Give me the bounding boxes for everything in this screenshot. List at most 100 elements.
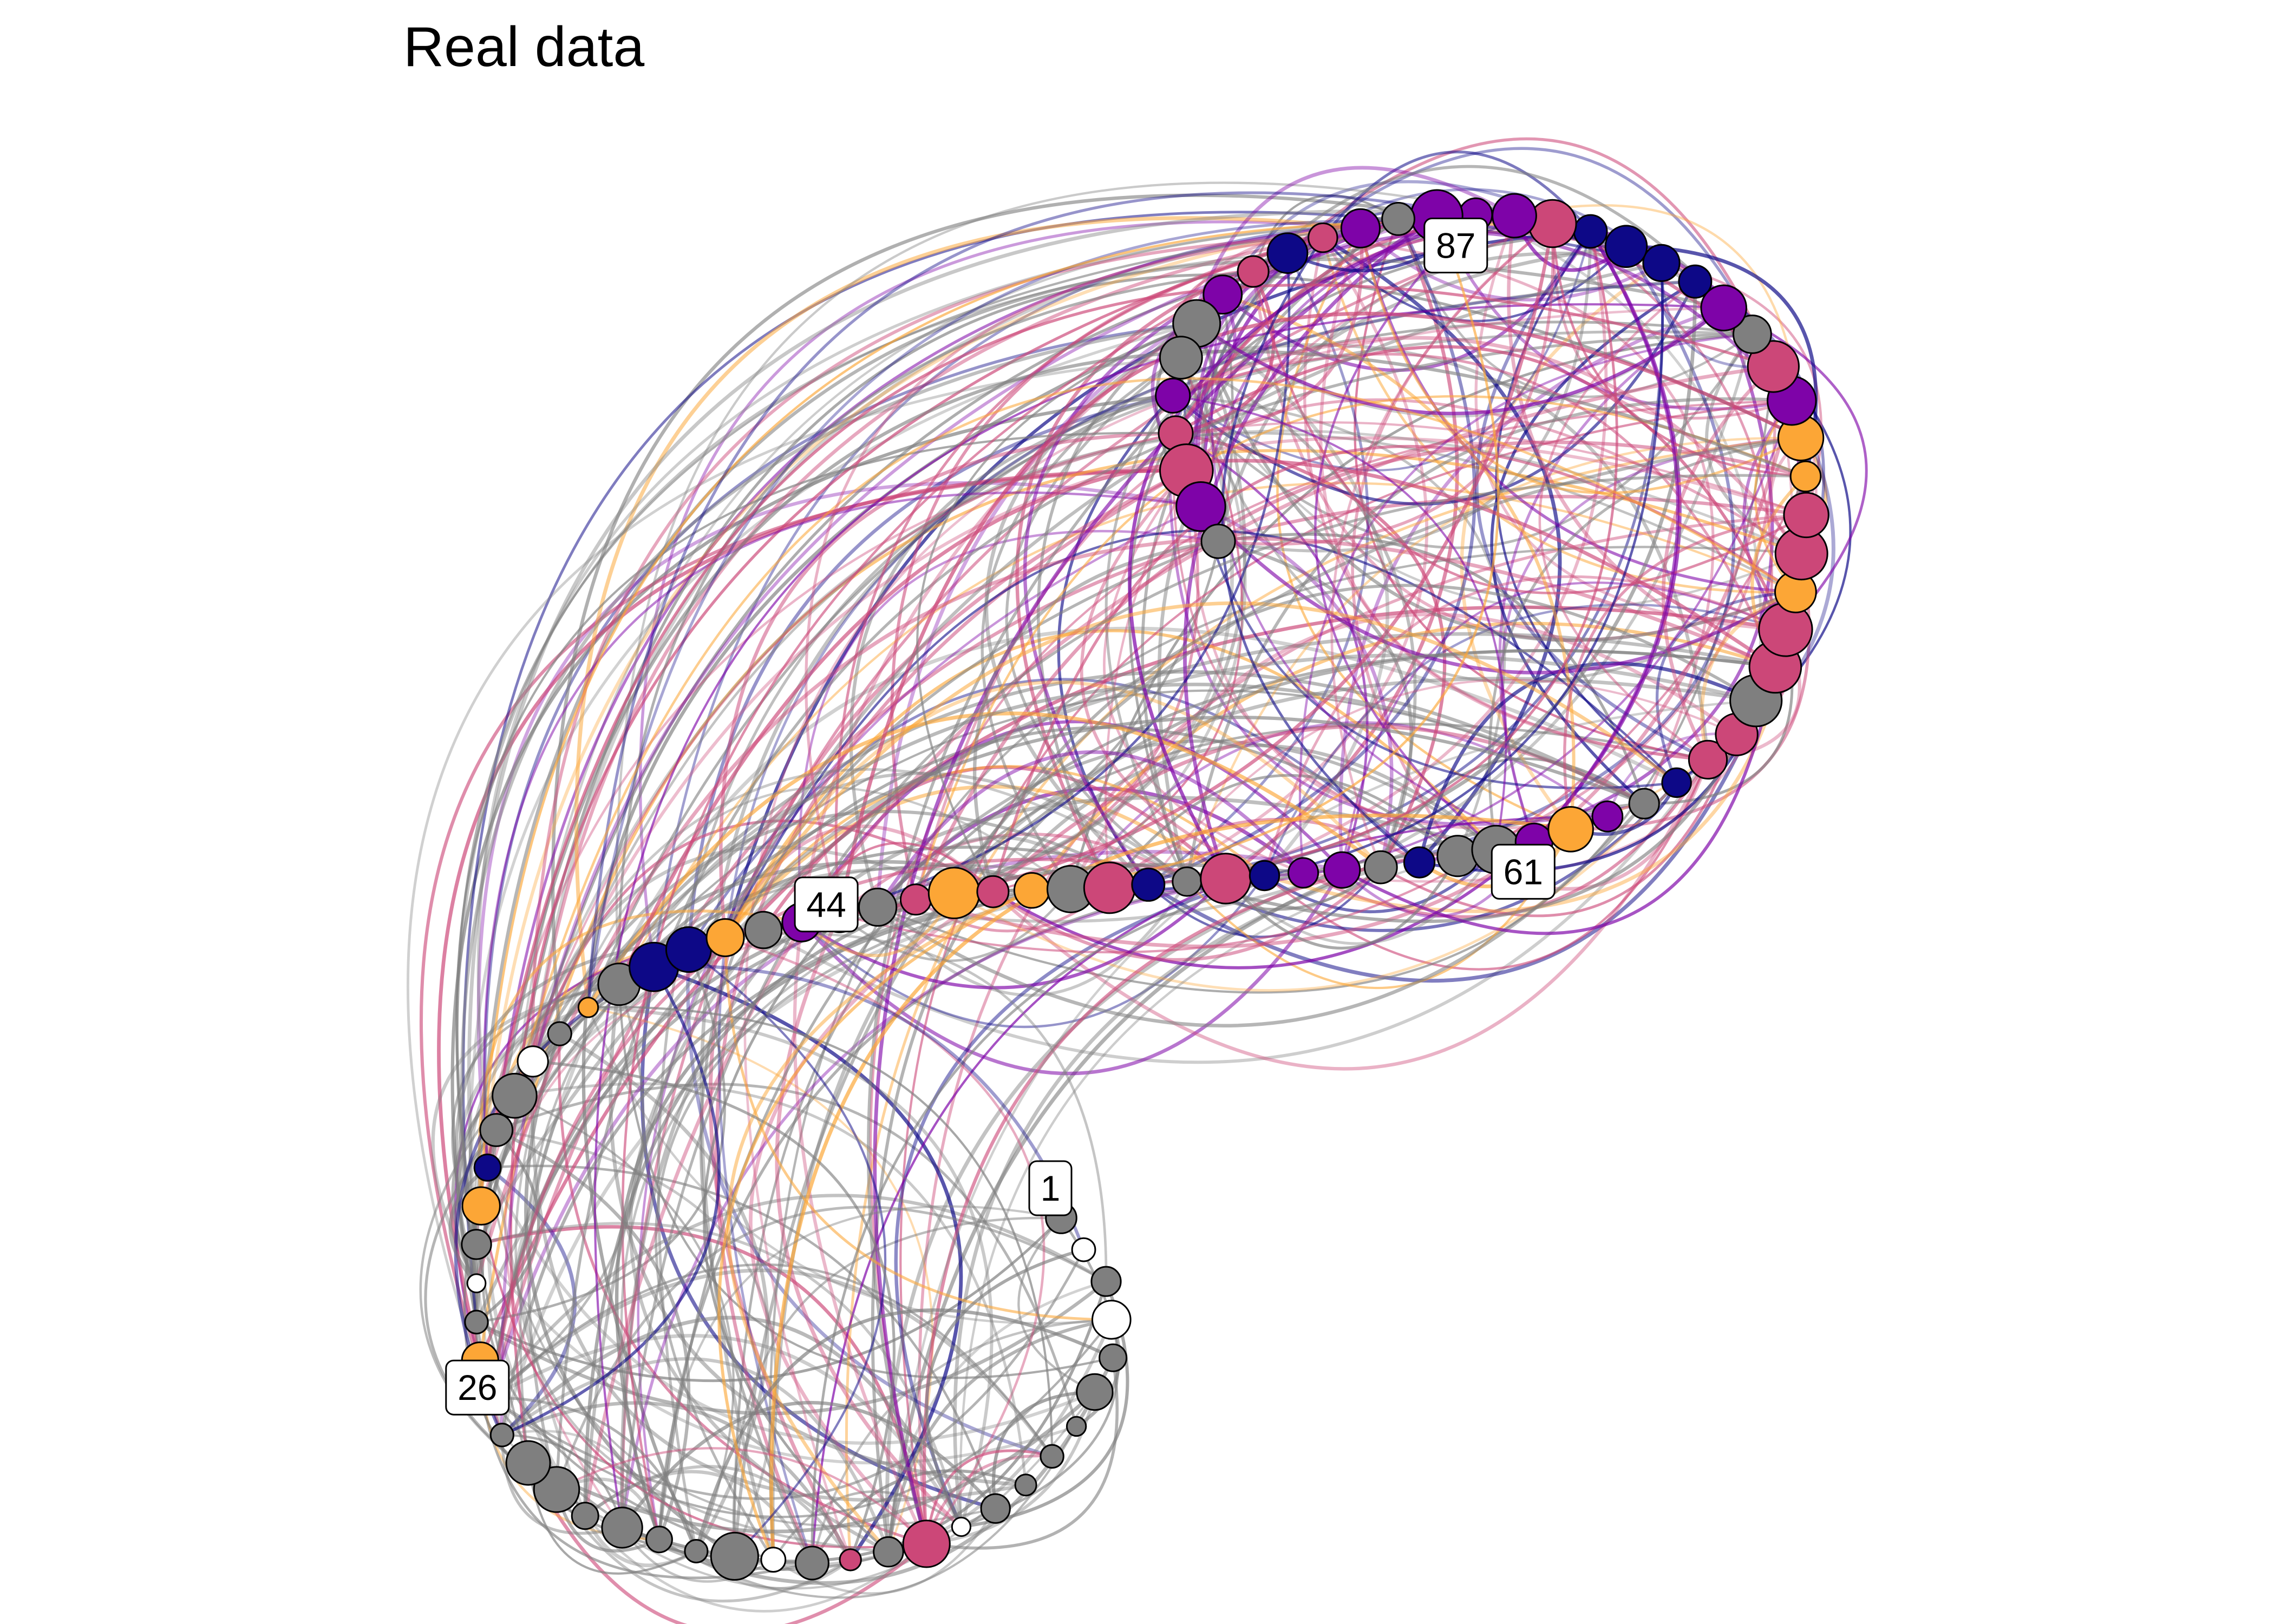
network-edge bbox=[992, 841, 1535, 970]
network-edge bbox=[491, 1396, 698, 1552]
network-node bbox=[1155, 377, 1191, 414]
network-edge bbox=[495, 429, 1802, 1131]
network-edge bbox=[1286, 147, 1775, 368]
network-node bbox=[1363, 850, 1398, 885]
edge-layer bbox=[406, 137, 1868, 1624]
network-node bbox=[473, 1154, 502, 1182]
network-node bbox=[1083, 861, 1136, 914]
network-edge bbox=[727, 888, 1033, 1553]
network-edge bbox=[455, 431, 1176, 1245]
network-edge bbox=[655, 889, 1033, 1561]
network-edge bbox=[1109, 231, 1618, 889]
network-edge bbox=[509, 236, 1324, 1463]
network-edge bbox=[839, 888, 1072, 962]
network-edge bbox=[483, 322, 1197, 1168]
network-edge bbox=[1490, 280, 1696, 805]
network-edge bbox=[1224, 218, 1459, 880]
network-edge bbox=[839, 476, 1807, 954]
network-node bbox=[1661, 767, 1692, 798]
network-edge bbox=[1172, 333, 1754, 549]
network-edge bbox=[479, 214, 1437, 1206]
network-node bbox=[1747, 340, 1800, 393]
network-node bbox=[976, 875, 1010, 908]
network-edge bbox=[478, 605, 1786, 1361]
node-label: 44 bbox=[794, 876, 859, 933]
network-edge bbox=[620, 871, 1304, 1528]
network-node bbox=[547, 1021, 572, 1046]
network-edge bbox=[1495, 231, 1677, 784]
network-node bbox=[1340, 208, 1381, 248]
network-edge bbox=[500, 227, 1361, 1435]
network-edge bbox=[1103, 469, 1304, 874]
network-edge bbox=[1199, 505, 1797, 675]
network-edge bbox=[629, 929, 890, 1554]
network-node bbox=[1014, 1474, 1037, 1497]
network-edge bbox=[1742, 400, 1793, 631]
network-edge bbox=[1563, 513, 1807, 830]
network-edge bbox=[915, 357, 1234, 901]
network-edge bbox=[1380, 734, 1738, 918]
network-edge bbox=[1180, 356, 1417, 868]
network-edge bbox=[1172, 352, 1777, 667]
node-label-box bbox=[794, 876, 859, 933]
network-edge bbox=[1359, 227, 1662, 302]
network-node bbox=[1203, 274, 1243, 315]
network-edge bbox=[486, 283, 1774, 1168]
network-edge bbox=[586, 191, 1662, 1008]
network-edge bbox=[501, 1357, 890, 1553]
network-edge bbox=[724, 529, 1678, 939]
network-edge bbox=[834, 236, 1323, 915]
network-edge bbox=[621, 270, 1254, 1540]
node-label-box bbox=[1491, 843, 1556, 900]
network-node bbox=[1591, 800, 1624, 833]
network-edge bbox=[768, 546, 1802, 1560]
network-node bbox=[1200, 523, 1236, 559]
network-edge bbox=[587, 320, 1753, 1008]
network-edge bbox=[1195, 323, 1796, 642]
network-edge bbox=[1286, 137, 1775, 368]
network-edge bbox=[1218, 231, 1592, 553]
network-edge bbox=[514, 1033, 889, 1553]
network-edge bbox=[1017, 1217, 1095, 1393]
network-edge bbox=[800, 720, 1343, 924]
network-node bbox=[980, 1493, 1011, 1524]
network-edge bbox=[584, 1465, 852, 1561]
network-edge bbox=[1195, 306, 1725, 415]
network-node bbox=[1323, 851, 1361, 889]
network-edge bbox=[527, 1391, 1096, 1534]
network-edge bbox=[1359, 228, 1802, 494]
network-edge bbox=[460, 322, 1197, 1284]
network-edge bbox=[495, 768, 1188, 1131]
network-edge bbox=[555, 332, 1753, 1490]
network-node bbox=[705, 918, 745, 958]
network-edge bbox=[584, 1515, 927, 1613]
network-node bbox=[1678, 264, 1713, 299]
network-node bbox=[1403, 846, 1436, 879]
network-edge bbox=[717, 889, 1033, 1561]
node-label-box bbox=[1028, 1160, 1073, 1216]
network-edge bbox=[800, 877, 1227, 990]
network-edge bbox=[474, 536, 1776, 1284]
network-edge bbox=[1460, 261, 1663, 830]
figure-title: Real data bbox=[403, 16, 644, 78]
network-node bbox=[1013, 872, 1050, 909]
label-layer: 1 26 44 61 87 bbox=[445, 218, 1556, 1416]
network-edge bbox=[723, 601, 1678, 939]
network-edge bbox=[480, 421, 1807, 1207]
network-edge bbox=[953, 865, 1382, 1527]
network-edge bbox=[1252, 271, 1807, 595]
network-edge bbox=[1218, 223, 1555, 546]
network-node bbox=[710, 1531, 759, 1581]
network-edge bbox=[1225, 231, 1608, 880]
network-edge bbox=[992, 1390, 1095, 1509]
network-edge bbox=[887, 1280, 1107, 1552]
node-label-text: 61 bbox=[1504, 852, 1543, 892]
network-edge bbox=[495, 1128, 691, 1540]
network-edge bbox=[593, 303, 1724, 1528]
network-node bbox=[461, 1186, 501, 1226]
network-edge bbox=[1533, 230, 1680, 843]
network-node bbox=[927, 867, 981, 919]
network-edge bbox=[1080, 469, 1265, 878]
network-edge bbox=[1538, 280, 1709, 761]
network-edge bbox=[1218, 539, 1413, 868]
